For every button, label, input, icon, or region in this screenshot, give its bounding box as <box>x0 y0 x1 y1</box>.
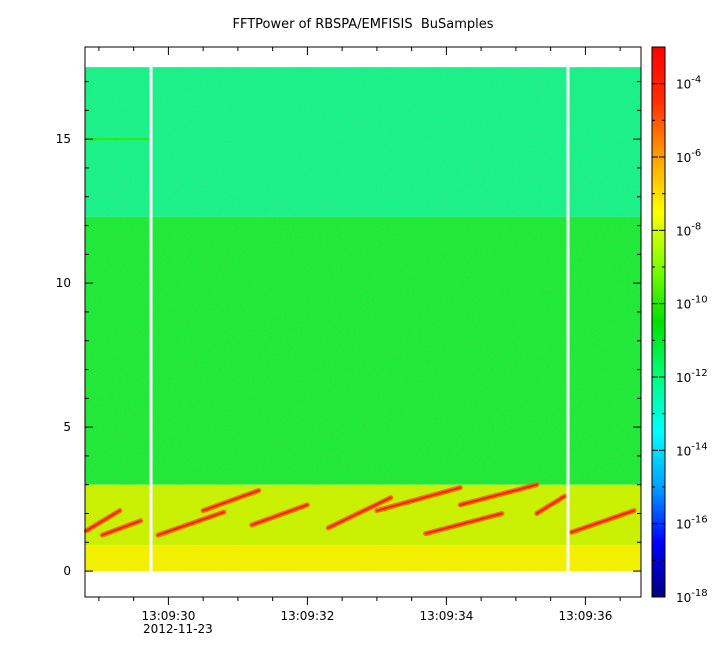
x-tick-label: 13:09:34 <box>419 609 473 623</box>
colorbar-tick-label: 10-14 <box>676 441 708 458</box>
colorbar-gradient <box>652 47 665 597</box>
x-tick-label: 13:09:30 <box>141 609 195 623</box>
colorbar-tick-label: 10-8 <box>676 221 701 238</box>
data-gap-0 <box>149 67 153 572</box>
colorbar-tick-label: 10-10 <box>676 295 708 312</box>
y-axis: 0 5 10 15 <box>56 81 641 578</box>
x-axis-date-label: 2012-11-23 <box>143 622 213 636</box>
spectrogram-noise <box>85 67 641 572</box>
x-axis: 13:09:30 13:09:32 13:09:34 13:09:36 <box>98 47 621 623</box>
colorbar-tick-label: 10-18 <box>676 588 708 605</box>
colorbar-tick-label: 10-4 <box>676 75 701 92</box>
y-tick-label: 10 <box>56 276 71 290</box>
y-tick-label: 5 <box>63 420 71 434</box>
colorbar-frame <box>651 46 666 598</box>
colorbar-tick-label: 10-16 <box>676 515 708 532</box>
x-tick-label: 13:09:32 <box>280 609 334 623</box>
colorbar-ticks: 10-4 10-6 10-8 10-10 10-12 10-14 10-16 10-18 <box>652 46 708 605</box>
colorbar-tick-label: 10-6 <box>676 148 701 165</box>
colorbar-tick-label: 10-12 <box>676 368 708 385</box>
data-gaps <box>149 67 570 572</box>
plot-frame <box>84 46 642 598</box>
x-tick-label: 13:09:36 <box>558 609 612 623</box>
data-gap-1 <box>566 67 570 572</box>
chart-title: FFTPower of RBSPA/EMFISIS BuSamples <box>232 17 494 32</box>
y-tick-label: 15 <box>56 132 71 146</box>
y-tick-label: 0 <box>63 564 71 578</box>
